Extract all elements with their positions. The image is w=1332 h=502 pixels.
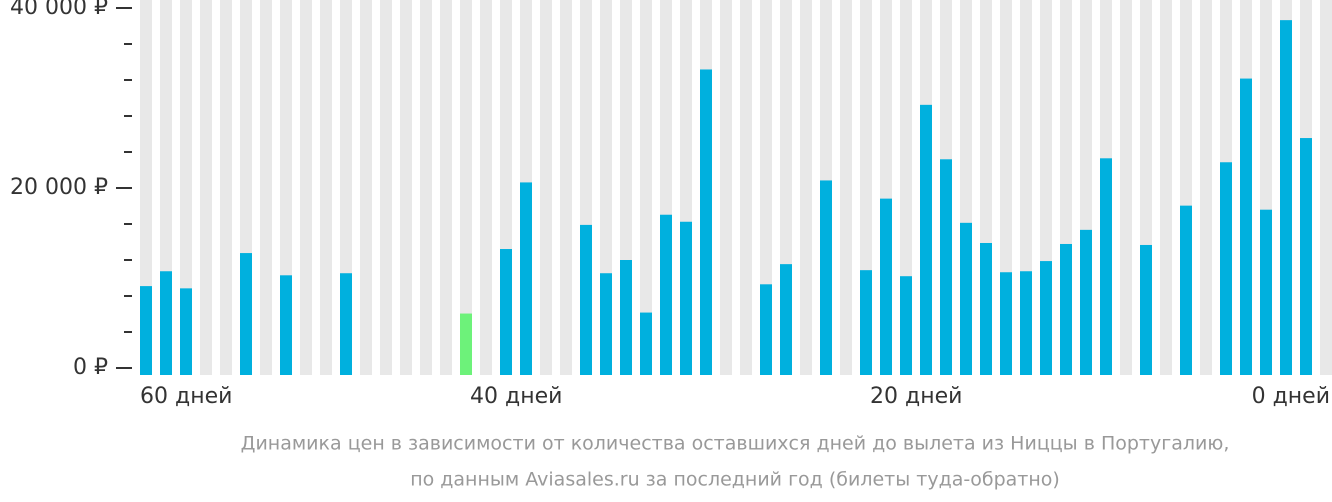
bar <box>1140 244 1152 375</box>
caption-line: Динамика цен в зависимости от количества… <box>241 433 1230 455</box>
bar <box>1220 162 1232 375</box>
slot <box>1200 0 1212 375</box>
bar <box>240 253 252 375</box>
bar <box>1020 271 1032 375</box>
slot <box>380 0 392 375</box>
bar <box>760 284 772 375</box>
bar <box>700 69 712 375</box>
bar <box>340 273 352 375</box>
slot <box>1320 0 1332 375</box>
bar <box>980 242 992 375</box>
bar <box>520 182 532 375</box>
bar <box>860 270 872 375</box>
x-tick-label: 40 дней <box>470 384 562 409</box>
slot <box>800 0 812 375</box>
bar <box>880 198 892 375</box>
slot <box>560 0 572 375</box>
slot <box>260 0 272 375</box>
bar <box>820 180 832 375</box>
bar <box>1040 261 1052 375</box>
bar <box>660 214 672 375</box>
slot <box>300 0 312 375</box>
bar <box>680 221 692 375</box>
slot <box>200 0 212 375</box>
slot <box>400 0 412 375</box>
bar <box>1180 205 1192 375</box>
bar <box>180 288 192 375</box>
bar <box>900 276 912 375</box>
slot <box>480 0 492 375</box>
bar <box>1240 78 1252 375</box>
slot <box>540 0 552 375</box>
bar <box>920 104 932 375</box>
bar <box>1060 243 1072 375</box>
slot <box>760 0 772 375</box>
caption-line: по данным Aviasales.ru за последний год … <box>410 469 1060 491</box>
slot <box>360 0 372 375</box>
bar <box>140 286 152 375</box>
y-tick-label: 40 000 ₽ <box>10 0 108 20</box>
bar <box>580 224 592 375</box>
y-tick-label: 0 ₽ <box>73 355 108 380</box>
slot <box>420 0 432 375</box>
slot <box>140 0 152 375</box>
slot <box>220 0 232 375</box>
x-tick-label: 20 дней <box>870 384 962 409</box>
bar <box>940 159 952 375</box>
slot <box>440 0 452 375</box>
slot <box>740 0 752 375</box>
bar <box>1300 138 1312 375</box>
x-tick-label: 60 дней <box>140 384 232 409</box>
slot <box>720 0 732 375</box>
bar <box>1000 272 1012 375</box>
bar <box>780 264 792 375</box>
bar <box>1080 229 1092 375</box>
slot <box>1160 0 1172 375</box>
bar <box>1100 158 1112 375</box>
x-tick-label: 0 дней <box>1252 384 1330 409</box>
bar <box>1280 20 1292 376</box>
slot <box>180 0 192 375</box>
bar <box>640 312 652 375</box>
bar <box>460 313 472 375</box>
bar <box>500 249 512 375</box>
slot <box>1120 0 1132 375</box>
y-tick-label: 20 000 ₽ <box>10 175 108 200</box>
slot <box>460 0 472 375</box>
bar <box>960 222 972 375</box>
slot <box>640 0 652 375</box>
slot <box>840 0 852 375</box>
bar <box>620 260 632 375</box>
bar <box>160 271 172 375</box>
bar <box>280 275 292 375</box>
slot <box>320 0 332 375</box>
bar <box>600 273 612 375</box>
bar <box>1260 209 1272 375</box>
